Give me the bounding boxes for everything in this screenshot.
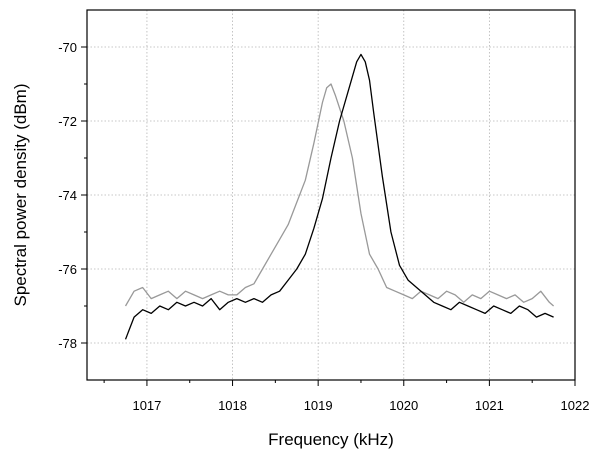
y-tick-label: -74	[58, 188, 77, 203]
y-tick-label: -78	[58, 336, 77, 351]
x-tick-label: 1018	[218, 398, 247, 413]
y-tick-label: -76	[58, 262, 77, 277]
x-tick-label: 1022	[561, 398, 590, 413]
x-tick-label: 1021	[475, 398, 504, 413]
y-tick-label: -70	[58, 40, 77, 55]
ticks: 1017 1018 1019 1020 1021 1022 -78 -76 -74 -72 -70	[58, 40, 589, 413]
grid	[87, 10, 575, 380]
x-tick-label: 1020	[389, 398, 418, 413]
y-tick-label: -72	[58, 114, 77, 129]
series-line-2	[124, 83, 555, 307]
series-line-1	[124, 53, 554, 340]
x-tick-label: 1019	[304, 398, 333, 413]
x-axis-title: Frequency (kHz)	[268, 430, 394, 449]
series-lines	[124, 53, 555, 340]
y-axis-title: Spectral power density (dBm)	[11, 84, 30, 307]
x-tick-label: 1017	[132, 398, 161, 413]
plot-frame	[86, 9, 576, 381]
